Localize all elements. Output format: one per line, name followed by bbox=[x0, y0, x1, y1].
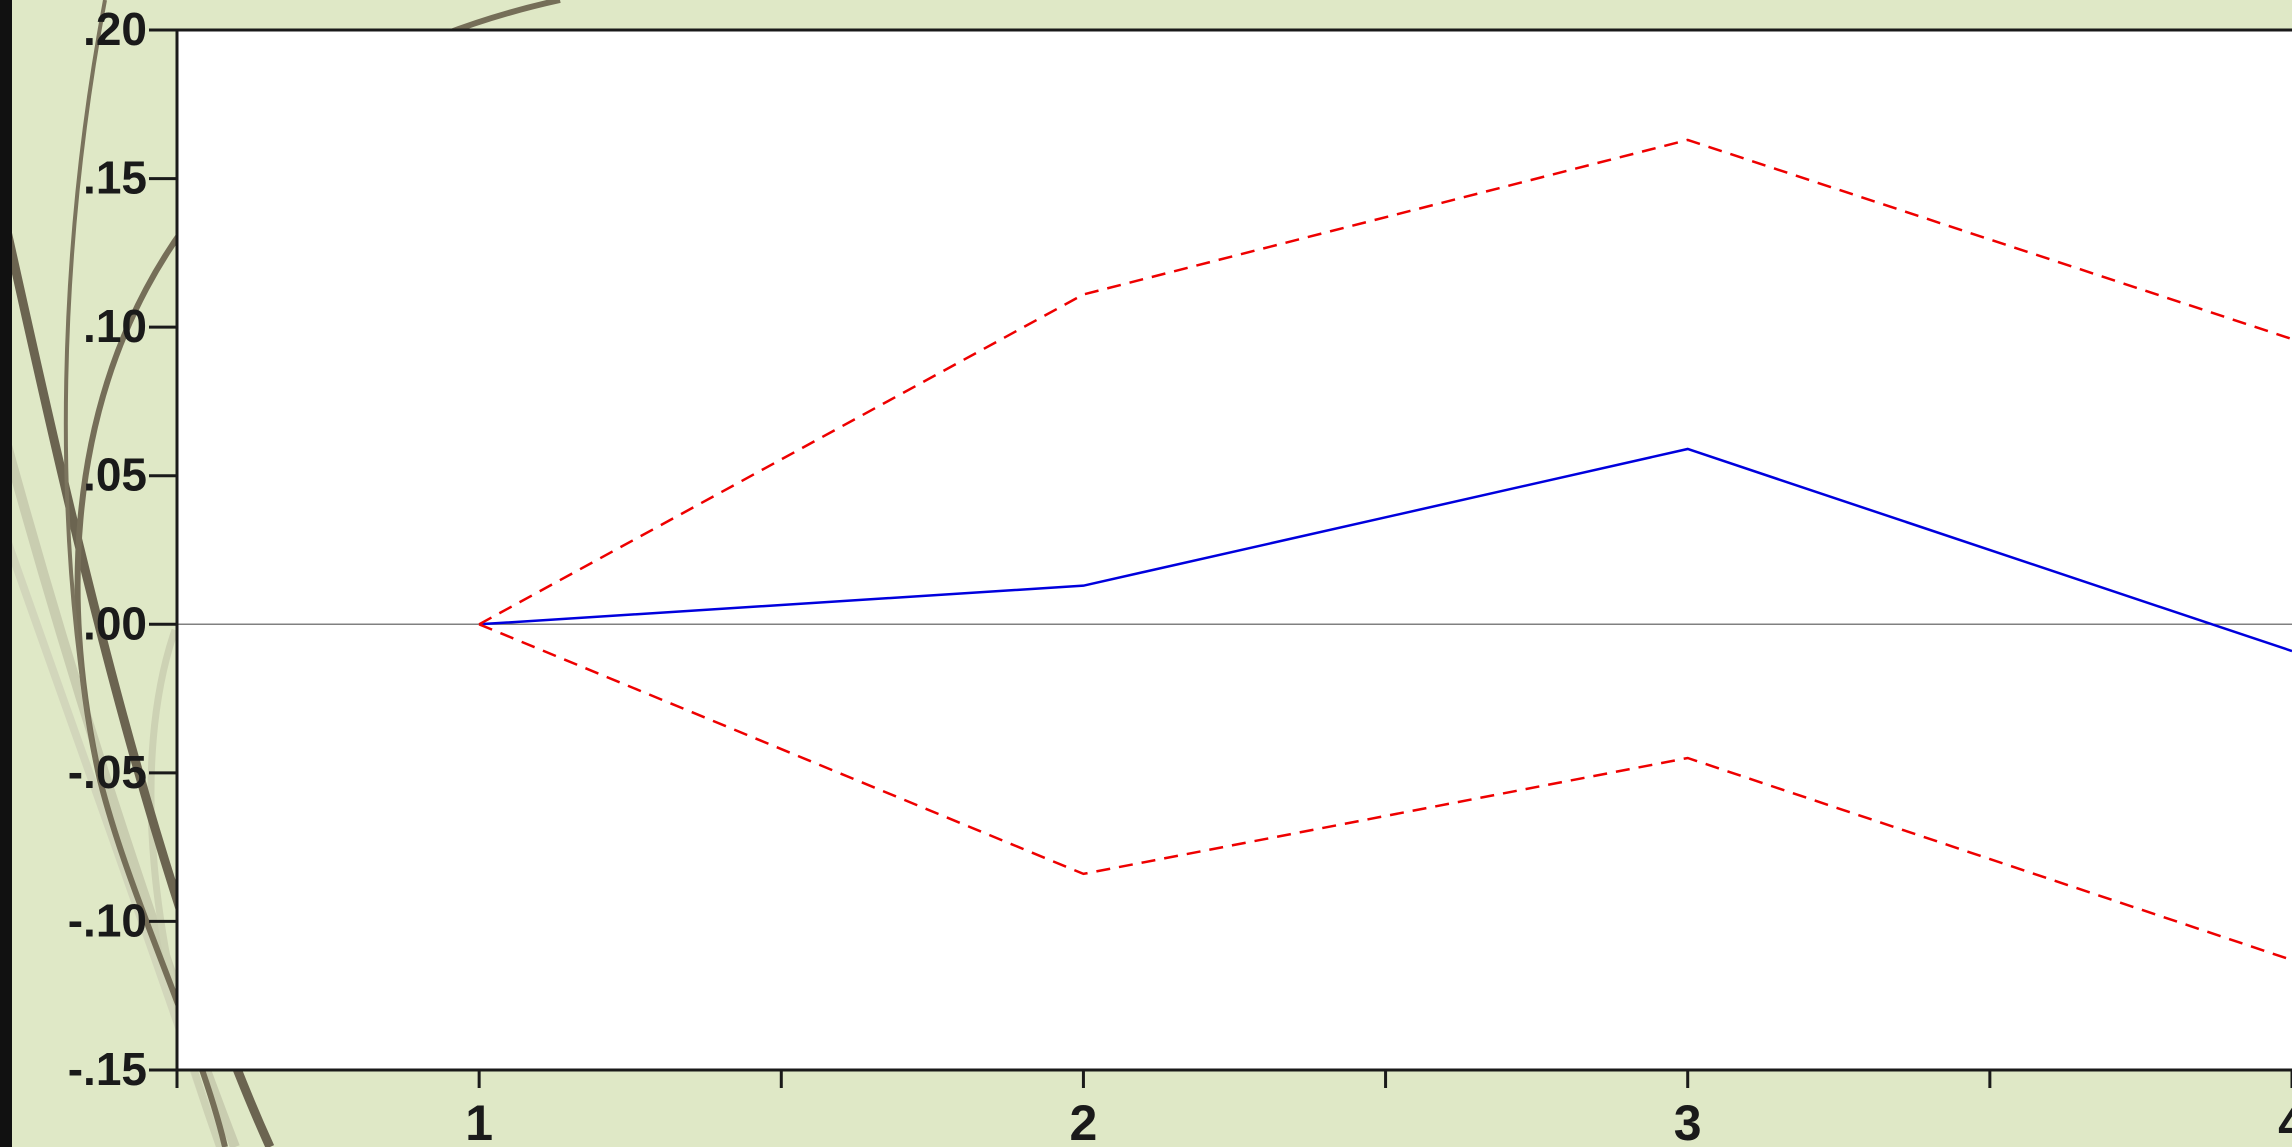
y-tick-label: .05 bbox=[83, 449, 147, 501]
y-tick-label: .20 bbox=[83, 3, 147, 55]
series-line-response bbox=[479, 447, 2292, 653]
y-tick-label: -.15 bbox=[68, 1043, 147, 1095]
x-ticks: 1 2 3 4 bbox=[175, 1070, 2292, 1147]
series-line-upper-band bbox=[478, 138, 2292, 626]
series-line-lower-band bbox=[478, 623, 2292, 962]
x-tick-label: 2 bbox=[1070, 1095, 1098, 1147]
x-tick-label: 4 bbox=[2278, 1095, 2292, 1147]
y-tick-label: -.10 bbox=[68, 894, 147, 946]
x-tick-label: 1 bbox=[465, 1095, 493, 1147]
plot-area bbox=[177, 30, 2292, 1070]
x-tick-label: 3 bbox=[1674, 1095, 1702, 1147]
series-layer bbox=[478, 138, 2292, 962]
y-tick-label: .15 bbox=[83, 152, 147, 204]
decor-curve-dark-3 bbox=[63, 0, 107, 761]
y-tick-label: .10 bbox=[83, 300, 147, 352]
left-edge-bar bbox=[0, 0, 12, 1147]
y-tick-label: .00 bbox=[83, 597, 147, 649]
y-tick-label: -.05 bbox=[68, 746, 147, 798]
y-ticks: .20 .15 .10 .05 .00 -.05 -.10 -.15 bbox=[68, 3, 177, 1095]
